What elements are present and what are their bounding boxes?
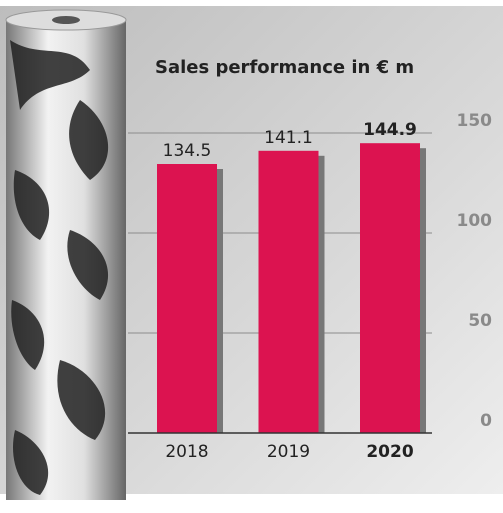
x-tick-label: 2018	[165, 442, 208, 462]
value-label: 141.1	[264, 128, 313, 148]
y-tick-label: 150	[457, 111, 493, 131]
bar	[360, 143, 420, 433]
y-tick-label: 100	[457, 211, 493, 231]
y-tick-label: 50	[468, 311, 492, 331]
x-tick-label: 2019	[267, 442, 310, 462]
bar	[259, 151, 319, 433]
chart-title: Sales performance in € m	[155, 57, 414, 78]
bar	[157, 164, 217, 433]
x-tick-label: 2020	[366, 442, 413, 462]
value-label: 134.5	[163, 141, 212, 161]
y-tick-label: 0	[480, 411, 492, 431]
wallpaper-roll	[6, 10, 126, 500]
chart: Sales performance in € m 0 50 100 150 134.5 2…	[0, 0, 503, 513]
value-label: 144.9	[363, 120, 417, 140]
